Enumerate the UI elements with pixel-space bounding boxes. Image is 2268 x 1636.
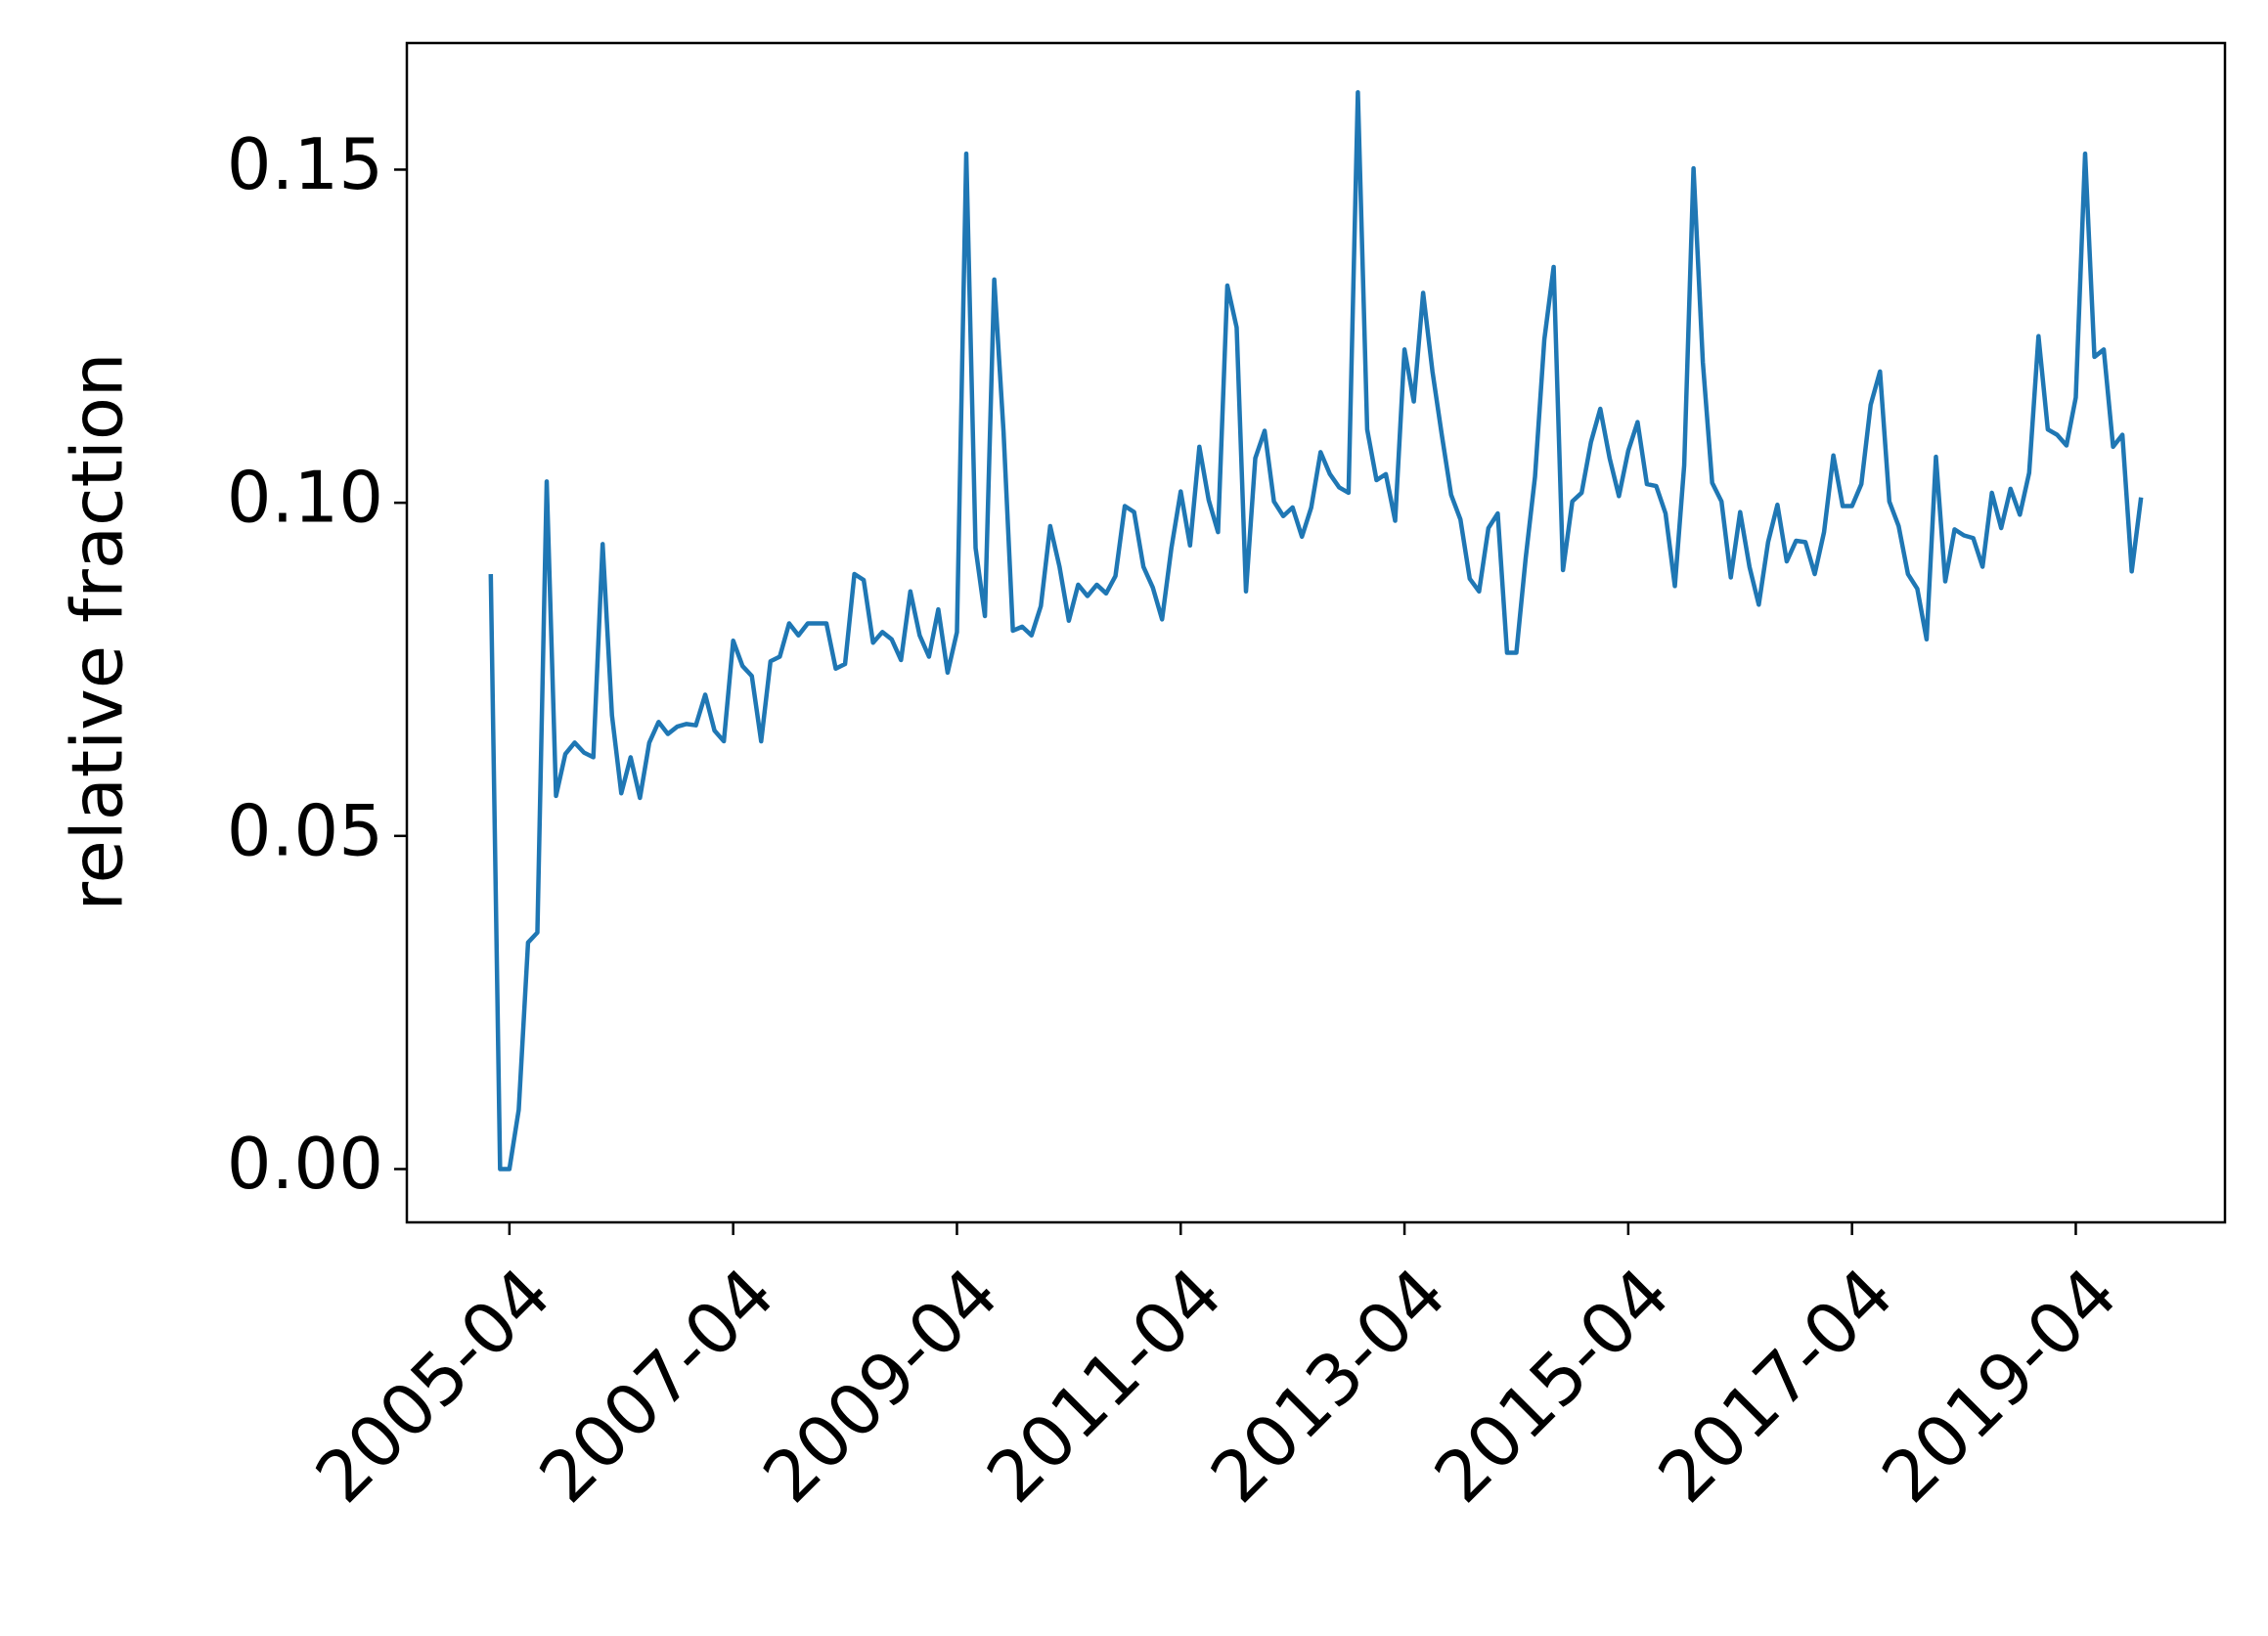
y-tick-label: 0.00 bbox=[227, 1123, 383, 1205]
plot-frame bbox=[405, 41, 2227, 1224]
y-tick-label: 0.15 bbox=[227, 123, 383, 205]
y-tick-label: 0.05 bbox=[227, 789, 383, 871]
data-line bbox=[488, 90, 2144, 1172]
y-axis-label: relative fraction bbox=[57, 352, 139, 910]
y-tick-label: 0.10 bbox=[227, 457, 383, 539]
